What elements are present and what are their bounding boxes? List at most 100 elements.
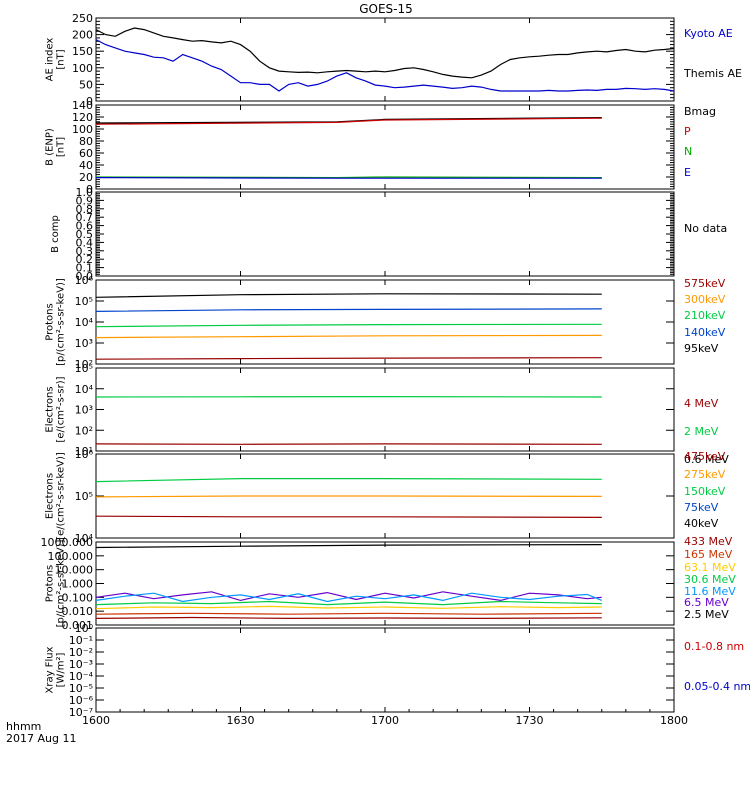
panel-frame — [95, 17, 675, 102]
y-axis-label: AE index — [45, 38, 56, 82]
y-tick-label: 10⁴ — [75, 316, 94, 329]
y-tick-label: 10⁻¹ — [69, 634, 93, 647]
time-format-label: hhmm — [6, 720, 41, 733]
legend-entry: 11.6 MeV — [684, 585, 736, 598]
y-tick-label: 10⁴ — [75, 532, 94, 545]
y-tick-label: 0.8 — [76, 203, 94, 216]
panel-frame — [95, 627, 675, 713]
panel-electrons_mev: 10¹ 10² 10³ 10⁴ 10⁵ Electrons [e/(cm²-s-sr)] 4 … — [45, 362, 730, 466]
legend-entry: 210keV — [684, 309, 726, 322]
legend-entry: 30.6 MeV — [684, 573, 736, 586]
legend-entry: 475keV — [684, 450, 726, 463]
y-axis-label: [e/(cm²-s-sr-keV)] — [56, 452, 67, 540]
y-tick-label: 100 — [72, 62, 93, 75]
panel-electrons_kev: 10⁴ 10⁵ 10⁶ Electrons [e/(cm²-s-sr-keV)] 475k… — [45, 448, 726, 545]
y-tick-label: 10⁵ — [75, 362, 93, 375]
legend-entry: P — [684, 125, 691, 138]
y-axis-label: Protons — [45, 565, 56, 602]
y-tick-label: 150 — [72, 45, 93, 58]
series-line-575kev — [96, 358, 674, 360]
y-tick-label: 200 — [72, 29, 93, 42]
y-axis-label: [nT] — [56, 49, 67, 69]
panel-ae: 0 50 100 150 200 250 AE index [nT] Kyoto AE Themi… — [45, 12, 742, 108]
legend-entry: Themis AE — [683, 67, 742, 80]
legend-entry: 300keV — [684, 293, 726, 306]
y-tick-label: 10⁰ — [75, 622, 94, 635]
y-axis-label: Protons — [45, 303, 56, 340]
legend-entry: 275keV — [684, 468, 726, 481]
legend-entry: 40keV — [684, 517, 719, 530]
legend-entry: N — [684, 145, 692, 158]
y-axis-label: Xray Flux — [45, 646, 56, 693]
legend-entry: 575keV — [684, 277, 726, 290]
y-tick-label: 0.2 — [76, 253, 94, 266]
y-tick-label: 10⁻⁵ — [69, 682, 93, 695]
y-tick-label: 140 — [72, 99, 93, 112]
y-tick-label: 0.100 — [62, 591, 94, 604]
panel-frame — [95, 279, 675, 365]
series-group — [96, 27, 674, 92]
panel-protons_mev: 0.0010.0100.1001.00010.000100.0001000.00… — [41, 535, 737, 632]
y-axis-label: B comp — [50, 215, 61, 253]
series-line-140kev — [96, 309, 674, 312]
y-tick-label: 10³ — [75, 404, 93, 417]
y-axis-label: [p/(cm²-s-sr-keV)] — [56, 540, 67, 628]
legend-entry: 6.5 MeV — [684, 596, 729, 609]
y-tick-label: 0.4 — [76, 236, 94, 249]
y-tick-label: 100.000 — [48, 550, 94, 563]
plot-title: GOES-15 — [359, 2, 413, 16]
series-line-165-mev — [96, 613, 674, 614]
y-tick-label: 120 — [72, 111, 93, 124]
series-line-e — [96, 178, 674, 179]
series-line-95kev — [96, 294, 674, 298]
legend-entry: 0.1-0.8 nm — [684, 640, 744, 653]
legend-entry: No data — [684, 222, 727, 235]
y-tick-label: 0.010 — [62, 605, 94, 618]
series-group — [96, 479, 674, 518]
legend-entry: 150keV — [684, 485, 726, 498]
x-tick-label: 1730 — [516, 714, 544, 727]
y-tick-label: 10⁴ — [75, 383, 94, 396]
series-line-210kev — [96, 324, 674, 326]
legend-entry: Bmag — [684, 105, 716, 118]
y-tick-label: 0.5 — [76, 228, 94, 241]
panel-frame — [95, 367, 675, 452]
legend-entry: E — [684, 166, 691, 179]
series-line-475kev — [96, 516, 674, 517]
legend-entry: 75keV — [684, 501, 719, 514]
y-tick-label: 10⁻³ — [69, 658, 93, 671]
y-tick-label: 60 — [79, 147, 93, 160]
y-tick-label: 1.0 — [76, 186, 94, 199]
series-line-150kev — [96, 479, 674, 482]
y-tick-label: 10⁻⁷ — [69, 706, 93, 719]
y-tick-label: 100 — [72, 123, 93, 136]
y-axis-label: [nT] — [56, 137, 67, 157]
panel-bcomp: 0.00.10.20.30.40.50.60.70.80.91.0 B comp N… — [50, 186, 727, 283]
series-line-275kev — [96, 496, 674, 497]
y-tick-label: 10.000 — [55, 564, 94, 577]
series-group — [96, 294, 674, 359]
y-tick-label: 0.3 — [76, 245, 94, 258]
legend-entry: 0.6 MeV — [684, 453, 729, 466]
y-tick-label: 0.9 — [76, 194, 94, 207]
y-axis-label: Electrons — [45, 473, 56, 519]
legend-entry: 165 MeV — [684, 548, 733, 561]
y-tick-label: 0.6 — [76, 220, 94, 233]
y-tick-label: 0.7 — [76, 211, 94, 224]
y-tick-label: 0.001 — [62, 619, 94, 632]
legend-entry: 0.05-0.4 nm — [684, 680, 750, 693]
y-tick-label: 0.0 — [76, 270, 94, 283]
y-tick-label: 10⁻⁶ — [69, 694, 94, 707]
y-tick-label: 80 — [79, 135, 93, 148]
series-group — [96, 116, 674, 178]
series-line-63-1-mev — [96, 606, 674, 608]
legend-entry: 433 MeV — [684, 535, 733, 548]
y-axis-label: B (ENP) — [45, 128, 56, 166]
y-axis-label: Electrons — [45, 386, 56, 432]
y-tick-label: 10¹ — [75, 445, 93, 458]
y-tick-label: 10³ — [75, 337, 93, 350]
series-group — [96, 397, 674, 445]
y-tick-label: 250 — [72, 12, 93, 25]
y-tick-label: 1.000 — [62, 578, 94, 591]
